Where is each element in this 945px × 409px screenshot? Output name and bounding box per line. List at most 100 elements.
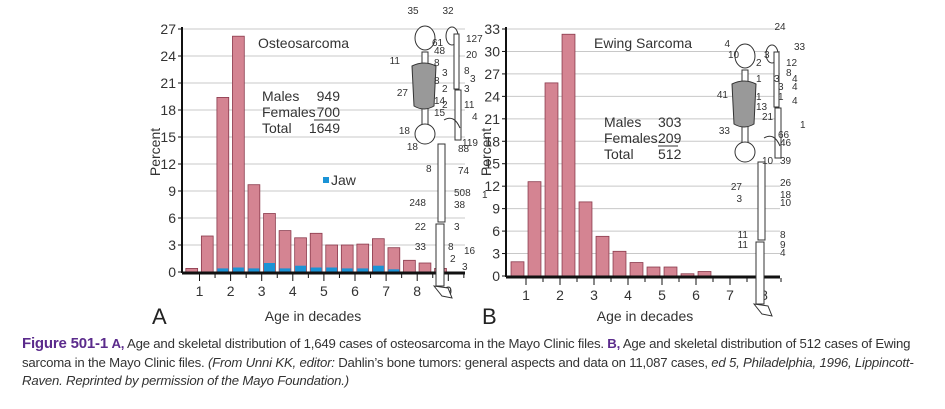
skeleton-count-label: 33 (415, 242, 427, 253)
skeleton-count-label: 33 (794, 42, 806, 53)
skeleton-count-label: 4 (792, 96, 798, 107)
bar (578, 201, 593, 277)
skeleton-count-label: 41 (717, 90, 729, 101)
y-axis-title: Percent (147, 128, 163, 176)
foot-shape (752, 303, 773, 317)
skeleton-count-label: 3 (736, 194, 742, 205)
skeleton-count-label: 119 (462, 138, 478, 149)
skeleton-count-label: 4 (792, 74, 798, 85)
foot-shape (432, 285, 453, 299)
bar-jaw (295, 265, 307, 272)
caption-source: Dahlin’s bone tumors: general aspects an… (334, 354, 712, 370)
bar (232, 35, 245, 273)
bar (595, 235, 610, 277)
axes (505, 27, 780, 279)
skull-shape (734, 43, 756, 69)
bar (527, 181, 542, 277)
legend: Jaw (323, 172, 357, 188)
skeleton-count-label: 4 (792, 82, 798, 93)
x-tick-label: 4 (624, 287, 632, 303)
skull-shape (414, 25, 436, 51)
skeleton-count-label: 27 (397, 88, 409, 99)
y-tick-label: 24 (160, 48, 176, 64)
skeleton-count-label: 66 (778, 130, 790, 141)
skeleton-count-label: 1 (778, 92, 784, 103)
figure-caption: Figure 501-1 A, Age and skeletal distrib… (22, 335, 937, 391)
bar (356, 243, 370, 273)
ribcage-shape (411, 62, 437, 110)
skeleton-count-label: 8 (464, 66, 470, 77)
y-ticks: 0 3 6 9 12 15 18 21 24 27 (160, 21, 182, 280)
pelvis-shape (414, 123, 436, 145)
skeleton-count-label: 3 (464, 84, 470, 95)
skeleton-count-label: 3 (764, 50, 770, 61)
caption-source-italic: (From Unni KK, editor: (207, 354, 335, 370)
x-tick-label: 7 (382, 283, 390, 299)
skeleton-count-label: 508 (454, 188, 471, 199)
skeleton-count-label: 48 (434, 46, 446, 57)
skeleton-count-label: 3 (470, 74, 476, 85)
skeleton-count-label: 13 (756, 102, 768, 113)
skeleton-count-label: 21 (762, 112, 774, 123)
skeleton-count-label: 38 (454, 200, 466, 211)
skeleton-count-label: 20 (466, 50, 478, 61)
skeleton-count-label: 39 (780, 156, 792, 167)
bar (403, 259, 416, 273)
y-tick-label: 12 (160, 156, 176, 172)
skeleton-count-label: 32 (442, 6, 454, 17)
skeleton-count-label: 2 (442, 100, 448, 111)
humerus-shape (773, 51, 780, 108)
y-tick-label: 9 (168, 183, 176, 199)
bar-jaw (372, 265, 384, 272)
bar-jaw (217, 268, 229, 272)
y-axis-title: Percent (478, 128, 494, 176)
skeleton-count-label: 1 (756, 92, 762, 103)
x-tick-label: 2 (227, 283, 235, 299)
bar (185, 267, 199, 273)
skeleton-count-label: 26 (780, 178, 792, 189)
skeleton-count-label: 3 (778, 82, 784, 93)
bar-jaw (310, 267, 322, 272)
skeleton-count-label: 11 (464, 100, 475, 111)
bar-jaw (248, 268, 260, 272)
humerus-shape (453, 33, 460, 90)
x-tick-label: 1 (522, 287, 530, 303)
stats-box: Males 303 Females 209 Total 512 (604, 114, 682, 162)
panel-letter-a: A (152, 304, 167, 329)
bar (247, 184, 261, 273)
skeleton-count-label: 27 (731, 182, 743, 193)
y-tick-label: 18 (484, 133, 500, 149)
bars (510, 33, 712, 277)
y-tick-label: 15 (484, 156, 500, 172)
y-ticks: 0 3 6 9 12 15 18 21 24 27 30 33 (484, 21, 506, 284)
skeleton-count-label: 18 (780, 190, 792, 201)
forearm-shape (774, 107, 782, 159)
forearm-shape (454, 89, 462, 141)
y-tick-label: 6 (492, 223, 500, 239)
skeleton-count-label: 1 (482, 190, 488, 201)
pelvis-shape (734, 141, 756, 163)
x-tick-label: 5 (320, 283, 328, 299)
bar (629, 262, 644, 277)
x-tick-label: 5 (658, 287, 666, 303)
y-tick-label: 3 (492, 246, 500, 262)
x-tick-label: 3 (590, 287, 598, 303)
x-tick-label: 3 (258, 283, 266, 299)
bar-jaw (388, 269, 400, 272)
skeleton-count-label: 10 (762, 156, 774, 167)
bar (510, 261, 525, 277)
y-tick-label: 27 (160, 21, 176, 37)
skeleton-count-label: 248 (409, 198, 426, 209)
skeleton-count-label: 11 (390, 56, 401, 67)
legend-swatch-jaw (323, 177, 329, 183)
x-tick-label: 7 (726, 287, 734, 303)
gridlines (182, 28, 465, 246)
skeleton-count-label: 3 (774, 74, 780, 85)
skeleton-count-label: 2 (442, 84, 448, 95)
bar (200, 235, 214, 273)
bar (612, 250, 627, 277)
